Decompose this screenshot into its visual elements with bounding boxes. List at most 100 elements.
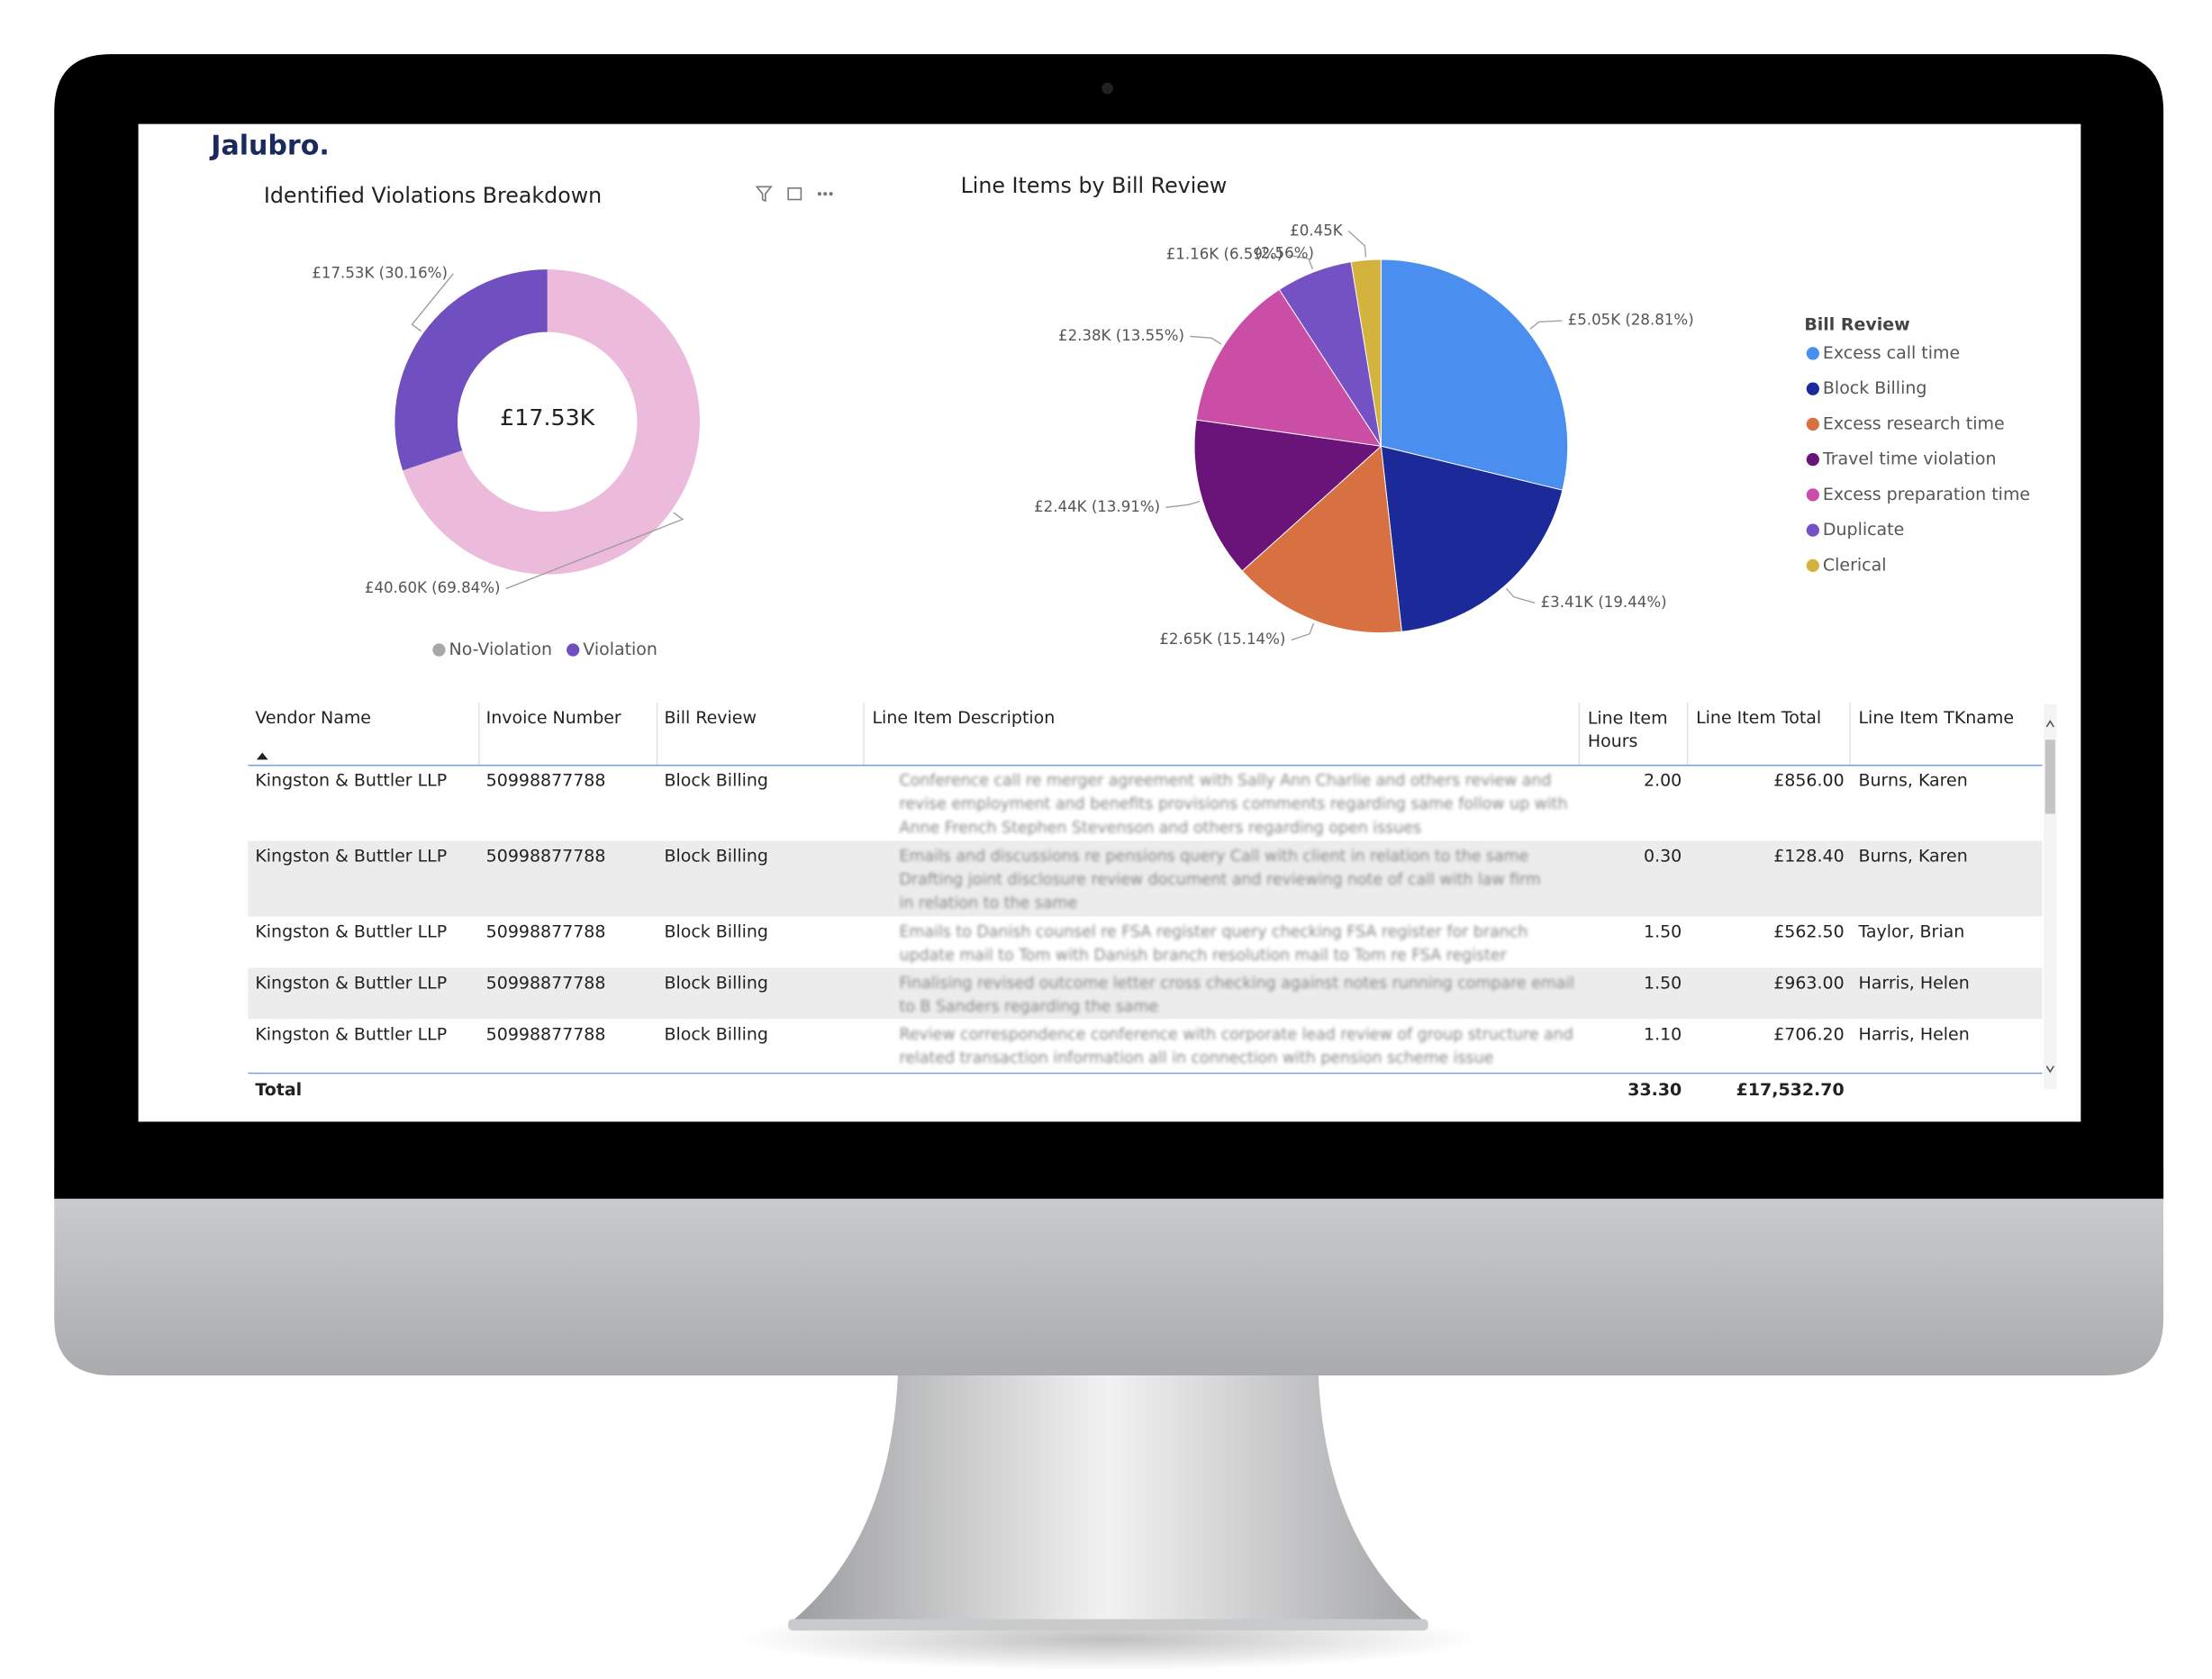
description-line: to B Sanders regarding the same xyxy=(900,998,1159,1016)
table-cell: £562.50 xyxy=(1773,921,1844,941)
table-cell: 50998877788 xyxy=(486,921,606,941)
description-line: in relation to the same xyxy=(900,894,1078,912)
slice xyxy=(1380,445,1564,632)
legend-marker xyxy=(1806,347,1819,360)
chart-title: Line Items by Bill Review xyxy=(961,173,1228,198)
table-cell: Block Billing xyxy=(664,771,768,791)
table-cell: £963.00 xyxy=(1773,973,1844,993)
legend-marker xyxy=(1806,523,1819,537)
column-header: Line Item Description xyxy=(872,708,1055,728)
leader-line xyxy=(1165,500,1201,508)
scroll-up xyxy=(2045,720,2054,728)
table-cell: 0.30 xyxy=(1644,846,1682,866)
label-line: (2.56%) xyxy=(1255,244,1314,261)
table-cell: 50998877788 xyxy=(486,973,606,993)
data-label: £3.41K (19.44%) xyxy=(1541,594,1667,611)
data-label: £40.60K (69.84%) xyxy=(365,579,501,596)
leader-line xyxy=(1291,622,1315,641)
data-label: £2.44K (13.91%) xyxy=(1034,498,1160,515)
table-cell: Taylor, Brian xyxy=(1857,921,1964,941)
table-cell: Burns, Karen xyxy=(1858,846,1967,866)
table-cell: Kingston & Buttler LLP xyxy=(255,1024,447,1044)
data-label: £5.05K (28.81%) xyxy=(1568,312,1694,329)
legend-label: Excess call time xyxy=(1823,343,1960,363)
column-header: Invoice Number xyxy=(486,708,621,728)
description-line: Emails and discussions re pensions query… xyxy=(900,848,1529,866)
table-cell: 1.50 xyxy=(1644,973,1682,993)
data-label: £0.45K (2.56%) xyxy=(1255,222,1343,261)
table-cell: 50998877788 xyxy=(486,846,606,866)
slice xyxy=(1241,445,1402,634)
table-cell: 50998877788 xyxy=(486,771,606,791)
description-line: Anne French Stephen Stevenson and others… xyxy=(900,819,1422,837)
camera xyxy=(1101,82,1113,95)
legend-label: Travel time violation xyxy=(1822,449,1997,469)
header-line: Line Item xyxy=(1588,708,1668,728)
leader-line xyxy=(505,512,684,590)
legend-label: Excess preparation time xyxy=(1823,485,2030,504)
table-cell: £706.20 xyxy=(1773,1024,1844,1044)
description-line: Emails to Danish counsel re FSA register… xyxy=(900,923,1528,941)
slice xyxy=(403,269,701,575)
legend-marker xyxy=(432,643,446,657)
legend-marker xyxy=(1806,417,1819,431)
legend-marker xyxy=(1806,382,1819,395)
leader-line xyxy=(1288,254,1314,270)
stand xyxy=(791,1374,1426,1622)
table-cell: 50998877788 xyxy=(486,1024,606,1044)
label-line: £0.45K xyxy=(1290,222,1344,239)
table-cell: 2.00 xyxy=(1644,771,1682,791)
legend-marker xyxy=(567,643,580,657)
legend-label: Violation xyxy=(583,640,657,659)
scroll-thumb xyxy=(2044,740,2055,814)
slice xyxy=(1193,419,1382,572)
table-cell: Kingston & Buttler LLP xyxy=(255,846,447,866)
slice xyxy=(1195,288,1382,447)
scroll-down xyxy=(2045,1066,2054,1074)
legend-label: Duplicate xyxy=(1823,520,1904,540)
header-line: Hours xyxy=(1588,731,1638,750)
leader-line xyxy=(1190,335,1222,345)
description-cell: Review correspondence conference with co… xyxy=(900,1026,1573,1067)
column-header: Bill Review xyxy=(664,708,757,728)
legend-marker xyxy=(1806,453,1819,467)
column-header: Line Item Hours xyxy=(1588,708,1668,750)
legend-title: Bill Review xyxy=(1804,314,1909,334)
table-cell: Block Billing xyxy=(664,973,768,993)
table-cell: 1.10 xyxy=(1644,1024,1682,1044)
slice xyxy=(1350,259,1382,447)
table: Vendor Name Invoice Number Bill Review Line… xyxy=(248,703,2057,1100)
legend-label: No-Violation xyxy=(449,640,553,659)
description-line: Conference call re merger agreement with… xyxy=(900,772,1552,790)
table-cell: Kingston & Buttler LLP xyxy=(255,771,447,791)
column-header: Line Item Total xyxy=(1696,708,1821,728)
scrollbar[interactable] xyxy=(2044,703,2057,1089)
description-line: revise employment and benefits provision… xyxy=(900,795,1568,813)
table-cell: £856.00 xyxy=(1773,771,1844,791)
table-cell: Burns, Karen xyxy=(1858,771,1967,791)
description-cell: Conference call re merger agreement with… xyxy=(900,772,1568,837)
stand-base xyxy=(788,1619,1428,1631)
data-label: £1.16K (6.59%) xyxy=(1166,246,1283,263)
table-cell: Kingston & Buttler LLP xyxy=(255,973,447,993)
logo: Jalubro. xyxy=(209,130,330,161)
chart-title: Identified Violations Breakdown xyxy=(264,183,602,208)
column-header: Vendor Name xyxy=(255,708,371,728)
description-line: related transaction information all in c… xyxy=(900,1049,1494,1067)
legend-marker xyxy=(1806,558,1819,572)
data-label: £2.65K (15.14%) xyxy=(1159,631,1285,648)
description-cell: Emails to Danish counsel re FSA register… xyxy=(900,923,1528,965)
data-label: £17.53K (30.16%) xyxy=(312,264,448,281)
total-amount: £17,532.70 xyxy=(1736,1080,1845,1100)
column-header: Line Item TKname xyxy=(1858,708,2014,728)
dashboard xyxy=(138,123,2081,1122)
visual-icons[interactable] xyxy=(755,186,833,203)
table-cell: Harris, Helen xyxy=(1858,973,1969,993)
table-cell: 1.50 xyxy=(1644,921,1682,941)
legend-label: Excess research time xyxy=(1823,413,2005,433)
table-cell: Block Billing xyxy=(664,921,768,941)
legend-label: Clerical xyxy=(1823,555,1887,575)
leader-line xyxy=(1529,320,1563,330)
table-cell: Harris, Helen xyxy=(1858,1024,1969,1044)
